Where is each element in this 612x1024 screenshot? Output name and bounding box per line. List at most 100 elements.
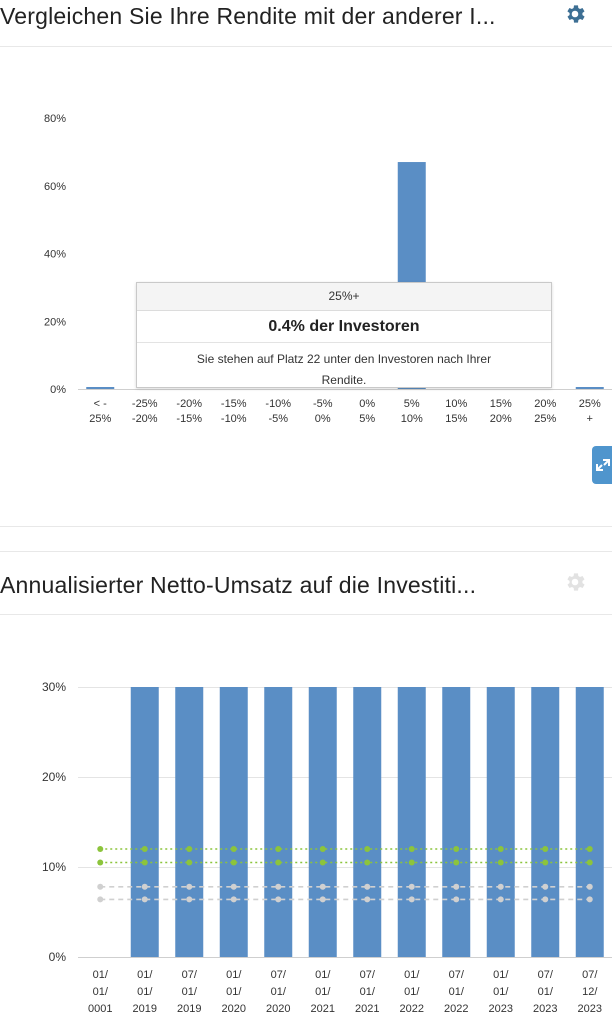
reference-point (364, 883, 371, 890)
reference-point (319, 846, 326, 852)
reference-point (141, 896, 148, 903)
reference-point (586, 846, 593, 852)
gear-icon[interactable] (563, 2, 587, 26)
y-tick-label: 20% (42, 770, 66, 784)
reference-point (97, 846, 104, 852)
reference-point (230, 883, 237, 890)
x-tick-label: 07/12/2023 (578, 969, 602, 1015)
x-tick-label: 07/01/2023 (533, 969, 557, 1015)
x-tick-label: -25% -20% (132, 398, 158, 425)
bar (86, 387, 115, 389)
tooltip-value: 0.4% der Investoren (137, 311, 551, 343)
x-tick-label: -5% 0% (313, 398, 333, 425)
y-tick-label: 80% (44, 113, 66, 125)
bar (219, 687, 248, 957)
x-tick-label: 07/01/2021 (355, 969, 379, 1015)
reference-point (186, 883, 193, 890)
reference-point (364, 896, 371, 903)
reference-point (586, 896, 593, 903)
x-tick-label: 01/01/2021 (311, 969, 335, 1015)
x-tick-label: -20% -15% (176, 398, 202, 425)
y-tick-label: 60% (44, 181, 66, 193)
reference-point (275, 883, 282, 890)
y-tick-label: 0% (50, 384, 66, 396)
reference-point (453, 859, 460, 866)
y-tick-label: 40% (44, 249, 66, 261)
panel2-title: Annualisierter Netto-Umsatz auf die Inve… (0, 572, 477, 598)
y-tick-label: 0% (49, 950, 67, 964)
reference-point (497, 896, 504, 903)
reference-point (586, 883, 593, 890)
x-tick-label: 5% 10% (401, 398, 423, 425)
return-distribution-chart: 0% 20% 40% 60% 80% < -25% -25% -20% -20% -15% -15%… (44, 113, 612, 425)
reference-point (542, 859, 549, 866)
x-tick-label: 01/01/2020 (222, 969, 246, 1015)
x-tick-label: < -25% (89, 398, 111, 425)
reference-point (275, 859, 282, 866)
expand-button[interactable] (592, 446, 612, 484)
reference-point (542, 896, 549, 903)
y-tick-label: 30% (42, 680, 66, 694)
y-tick-label: 10% (42, 860, 66, 874)
x-tick-label: 01/01/0001 (88, 969, 112, 1015)
x-tick-label: 20% 25% (534, 398, 556, 425)
bar (264, 687, 293, 957)
x-tick-label: 25% + (579, 398, 601, 425)
reference-point (542, 846, 549, 852)
x-tick-label: 01/01/2019 (133, 969, 157, 1015)
bar (531, 687, 560, 957)
bar (353, 687, 382, 957)
reference-point (275, 896, 282, 903)
reference-point (141, 883, 148, 890)
bar (175, 687, 204, 957)
chart-tooltip: 25%+ 0.4% der Investoren Sie stehen auf … (136, 282, 552, 388)
reference-point (230, 896, 237, 903)
reference-point (586, 859, 593, 866)
reference-point (319, 896, 326, 903)
panel1-header-divider (0, 46, 612, 47)
x-tick-label: -15% -10% (221, 398, 247, 425)
y-tick-label: 20% (44, 316, 66, 328)
panel2-top-divider (0, 551, 612, 552)
x-tick-label: 15% 20% (490, 398, 512, 425)
panel1-bottom-divider (0, 526, 612, 527)
x-tick-label: 01/01/2022 (400, 969, 424, 1015)
bar (130, 687, 159, 957)
reference-point (319, 883, 326, 890)
x-tick-label: 10% 15% (445, 398, 467, 425)
x-tick-label: 0% 5% (359, 398, 375, 425)
reference-point (186, 846, 193, 852)
reference-point (97, 883, 104, 890)
reference-point (230, 859, 237, 866)
reference-point (275, 846, 282, 852)
bar (575, 687, 604, 957)
expand-icon (596, 459, 610, 471)
reference-point (186, 896, 193, 903)
reference-point (141, 859, 148, 866)
reference-point (97, 896, 104, 903)
reference-point (497, 859, 504, 866)
reference-point (408, 846, 415, 852)
gear-icon[interactable] (563, 570, 587, 594)
x-tick-label: 07/01/2022 (444, 969, 468, 1015)
reference-point (542, 883, 549, 890)
reference-point (453, 896, 460, 903)
panel1-title: Vergleichen Sie Ihre Rendite mit der and… (0, 3, 496, 29)
reference-point (453, 846, 460, 852)
reference-point (141, 846, 148, 852)
x-tick-label: 07/01/2020 (266, 969, 290, 1015)
x-tick-label: 07/01/2019 (177, 969, 201, 1015)
reference-point (364, 846, 371, 852)
reference-point (186, 859, 193, 866)
reference-point (497, 846, 504, 852)
tooltip-header: 25%+ (137, 283, 551, 311)
bar (486, 687, 515, 957)
reference-point (453, 883, 460, 890)
reference-point (408, 859, 415, 866)
x-tick-label: 01/01/2023 (489, 969, 513, 1015)
bar (397, 687, 426, 957)
reference-point (230, 846, 237, 852)
bar (308, 687, 337, 957)
bar (442, 687, 471, 957)
tooltip-description: Sie stehen auf Platz 22 unter den Invest… (196, 352, 492, 387)
